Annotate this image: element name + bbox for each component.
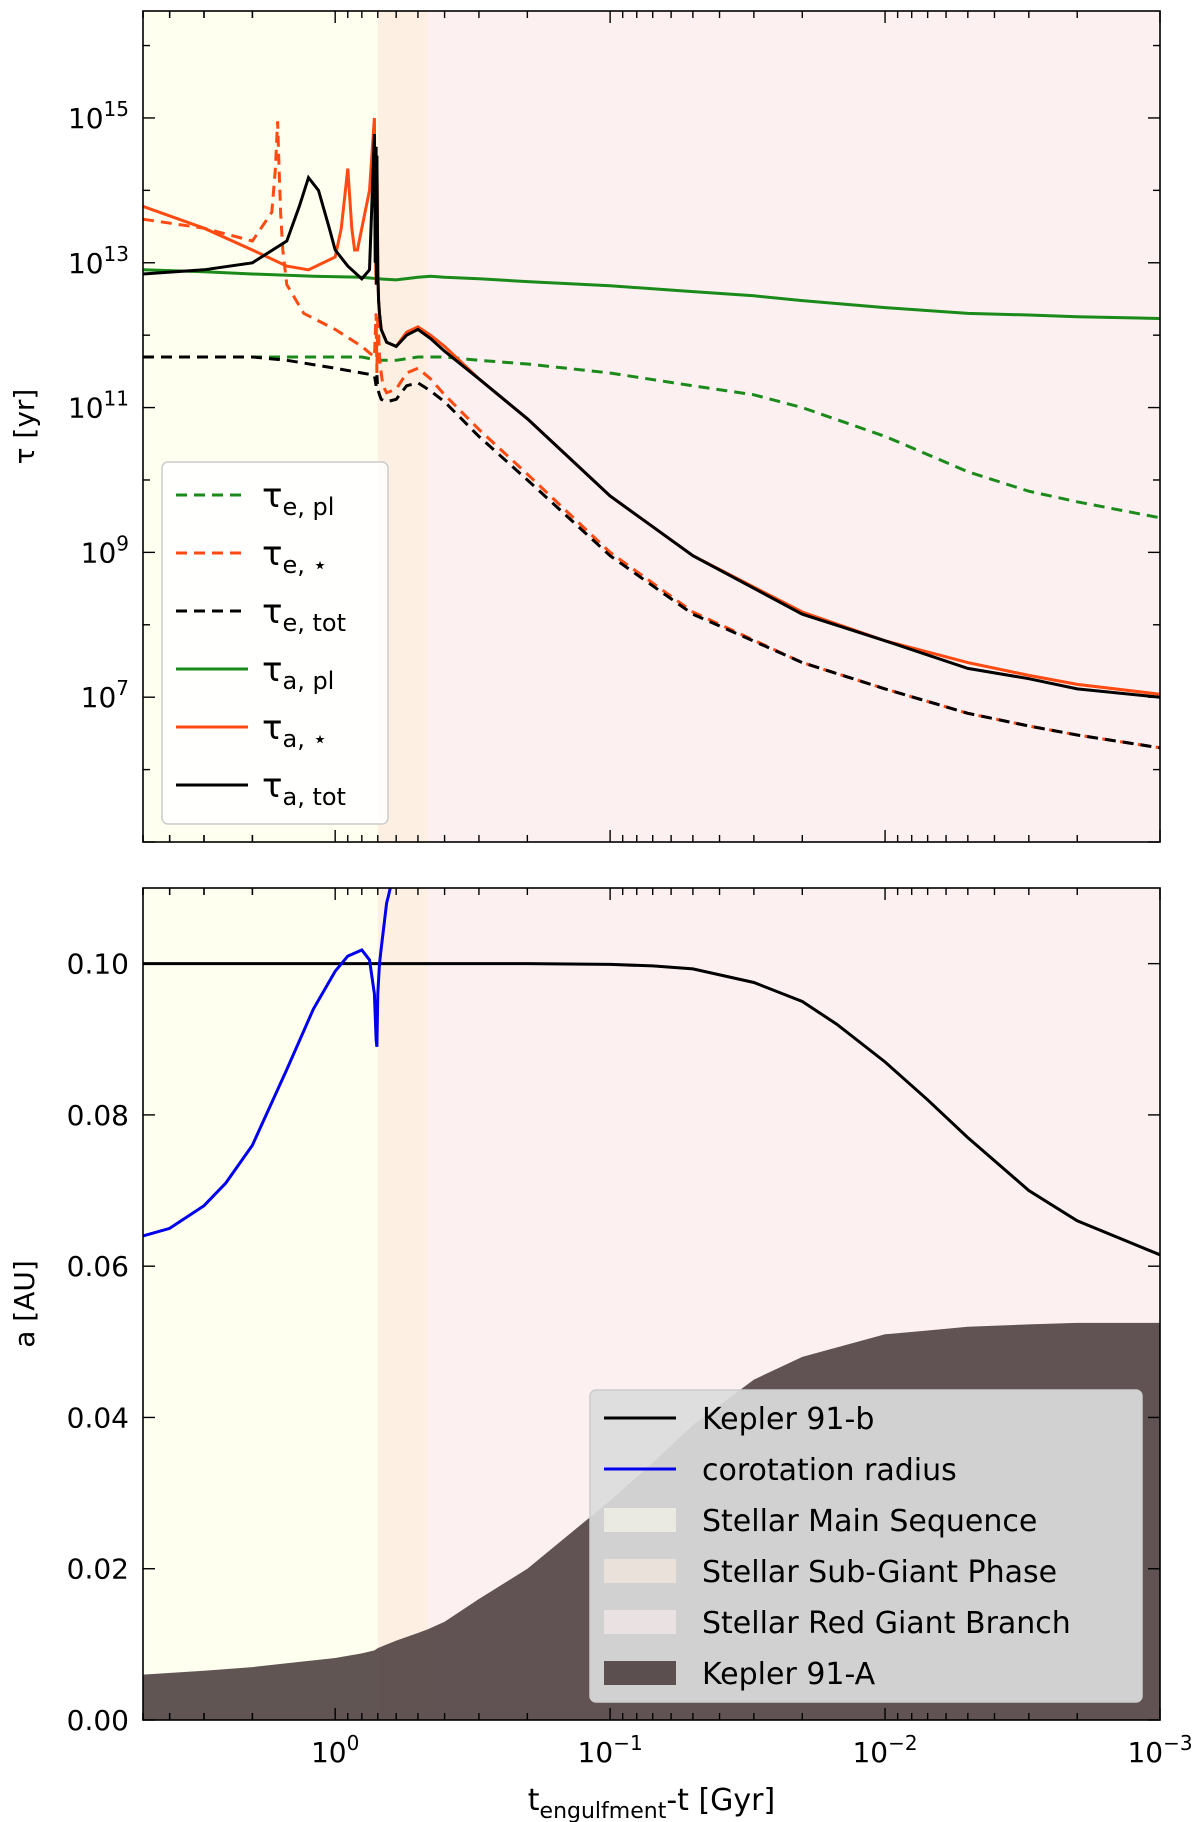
top-legend-label-2: τe, tot xyxy=(262,592,346,637)
top-phase-2 xyxy=(427,11,1161,842)
top-series-0-line xyxy=(143,355,1160,520)
top-ylabel: τ [yr] xyxy=(8,389,41,465)
top-legend-label-3-base: τ xyxy=(262,650,282,690)
top-legend-label-1-base: τ xyxy=(262,534,282,574)
bottom-legend-label-2: Stellar Main Sequence xyxy=(702,1504,1037,1539)
top-legend-label-3-sub: a, pl xyxy=(282,667,334,695)
bottom-xlabel-rest: -t [Gyr] xyxy=(666,1783,775,1818)
bottom-series-0-line xyxy=(143,962,1160,1257)
bottom-xtick-label-0-mantissa: 10 xyxy=(311,1736,347,1769)
bottom-xtick-label-3: 10−3 xyxy=(1127,1731,1192,1769)
top-legend-label-0-base: τ xyxy=(262,476,282,516)
bottom-phase-0 xyxy=(143,888,378,1720)
bottom-axes-frame xyxy=(142,887,1161,1721)
bottom-xtick-label-1: 10−1 xyxy=(578,1731,643,1769)
bottom-xlabel-base: t xyxy=(528,1783,540,1818)
bottom-xtick-label-2-mantissa: 10 xyxy=(852,1736,888,1769)
top-ytick-label-4: 1015 xyxy=(68,97,129,135)
top-ytick-label-1: 109 xyxy=(81,531,129,569)
top-series-2-line xyxy=(143,355,1160,750)
top-series-5-line xyxy=(143,133,1160,699)
top-legend-label-4-sub: a, ⋆ xyxy=(282,725,327,753)
bottom-legend-box xyxy=(589,1389,1143,1703)
bottom-legend-patch-3 xyxy=(604,1559,676,1583)
bottom-xtick-label-0-exponent: 0 xyxy=(347,1731,360,1755)
top-series-1-line xyxy=(143,121,1160,750)
top-legend-label-0-sub: e, pl xyxy=(282,493,334,521)
top-legend-label-4-base: τ xyxy=(262,708,282,748)
bottom-ytick-label-3: 0.06 xyxy=(67,1250,129,1283)
bottom-legend-label-1: corotation radius xyxy=(702,1453,957,1488)
top-ytick-label-1-mantissa: 10 xyxy=(81,536,117,569)
top-ytick-label-0-mantissa: 10 xyxy=(81,681,117,714)
bottom-series-1-line xyxy=(143,888,392,1238)
bottom-legend-label-5: Kepler 91-A xyxy=(702,1657,876,1692)
top-legend-label-0: τe, pl xyxy=(262,476,334,521)
top-legend-label-3: τa, pl xyxy=(262,650,334,695)
bottom-xtick-label-3-mantissa: 10 xyxy=(1127,1736,1163,1769)
top-legend-label-5: τa, tot xyxy=(262,766,346,811)
bottom-xtick-label-0: 100 xyxy=(311,1731,359,1769)
bottom-xtick-label-1-mantissa: 10 xyxy=(578,1736,614,1769)
top-ytick-label-2: 1011 xyxy=(68,387,129,425)
top-legend-label-5-sub: a, tot xyxy=(282,783,345,811)
top-legend-label-5-base: τ xyxy=(262,766,282,806)
bottom-xtick-label-3-exponent: −3 xyxy=(1163,1731,1192,1755)
bottom-ytick-label-1: 0.02 xyxy=(67,1553,129,1586)
bottom-legend-patch-5 xyxy=(604,1661,676,1685)
top-legend-label-1-sub: e, ⋆ xyxy=(282,551,327,579)
bottom-xtick-label-2-exponent: −2 xyxy=(888,1731,917,1755)
bottom-legend-patch-4 xyxy=(604,1610,676,1634)
top-ytick-label-0-exponent: 7 xyxy=(116,676,129,700)
bottom-xtick-label-2: 10−2 xyxy=(852,1731,917,1769)
bottom-legend: Kepler 91-b corotation radius Stellar Main… xyxy=(589,1389,1143,1703)
bottom-legend-patch-2 xyxy=(604,1508,676,1532)
top-ytick-label-1-exponent: 9 xyxy=(116,531,129,555)
top-legend-label-4: τa, ⋆ xyxy=(262,708,327,753)
top-axes-frame xyxy=(142,10,1161,843)
bottom-ytick-label-0: 0.00 xyxy=(67,1704,129,1737)
bottom-xtick-label-1-exponent: −1 xyxy=(613,1731,642,1755)
top-ytick-label-2-mantissa: 10 xyxy=(68,392,104,425)
top-series-3-line xyxy=(143,268,1160,320)
bottom-legend-label-0: Kepler 91-b xyxy=(702,1402,874,1437)
bottom-ytick-label-4: 0.08 xyxy=(67,1099,129,1132)
top-ytick-label-4-exponent: 15 xyxy=(104,97,129,121)
top-legend-label-2-sub: e, tot xyxy=(282,609,346,637)
top-legend-label-2-base: τ xyxy=(262,592,282,632)
bottom-ytick-label-2: 0.04 xyxy=(67,1401,129,1434)
bottom-phase-1 xyxy=(377,888,428,1720)
bottom-ytick-label-5: 0.10 xyxy=(67,948,129,981)
bottom-xlabel-sub: engulfment xyxy=(540,1799,667,1822)
bottom-xlabel: tengulfment-t [Gyr] xyxy=(528,1783,775,1822)
top-legend-label-1: τe, ⋆ xyxy=(262,534,328,579)
bottom-ylabel: a [AU] xyxy=(8,1260,41,1348)
top-ytick-label-4-mantissa: 10 xyxy=(68,102,104,135)
bottom-legend-label-3: Stellar Sub-Giant Phase xyxy=(702,1555,1057,1590)
top-ytick-label-3-mantissa: 10 xyxy=(68,247,104,280)
top-ytick-label-3: 1013 xyxy=(68,242,129,280)
bottom-legend-label-4: Stellar Red Giant Branch xyxy=(702,1606,1071,1641)
top-ytick-label-2-exponent: 11 xyxy=(104,387,129,411)
top-ytick-label-3-exponent: 13 xyxy=(104,242,129,266)
top-ytick-label-0: 107 xyxy=(81,676,129,714)
